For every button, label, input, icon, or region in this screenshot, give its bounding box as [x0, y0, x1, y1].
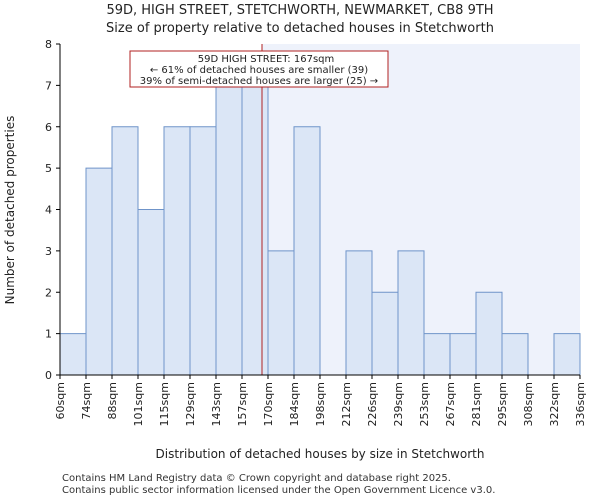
histogram-bar [553, 333, 581, 376]
histogram-bar [163, 126, 191, 376]
x-tick-label: 281sqm [470, 382, 483, 426]
histogram-bar [475, 291, 503, 376]
x-tick-label: 74sqm [80, 382, 93, 419]
x-tick-label: 143sqm [210, 382, 223, 426]
histogram-bar [423, 333, 451, 376]
histogram-bar [371, 291, 399, 376]
histogram-bar [85, 167, 113, 376]
y-tick-label: 3 [45, 245, 52, 258]
histogram-bar [215, 84, 243, 376]
chart-title-address: 59D, HIGH STREET, STETCHWORTH, NEWMARKET… [106, 3, 494, 18]
x-tick-label: 115sqm [158, 382, 171, 426]
histogram-bar [267, 250, 295, 376]
histogram-bar [59, 333, 87, 376]
histogram-bar [189, 126, 217, 376]
y-tick-label: 4 [45, 204, 52, 217]
histogram-bar [111, 126, 139, 376]
y-tick-label: 8 [45, 38, 52, 51]
y-axis-label: Number of detached properties [3, 116, 17, 305]
histogram-bar [241, 84, 269, 376]
x-tick-label: 170sqm [262, 382, 275, 426]
histogram-bar [501, 333, 529, 376]
x-tick-label: 239sqm [392, 382, 405, 426]
annotation-line-1: 59D HIGH STREET: 167sqm [198, 54, 335, 65]
x-tick-label: 88sqm [106, 382, 119, 419]
histogram-bar [293, 126, 321, 376]
x-tick-label: 253sqm [418, 382, 431, 426]
x-tick-label: 336sqm [574, 382, 587, 426]
histogram-bar [449, 333, 477, 376]
x-tick-label: 184sqm [288, 382, 301, 426]
y-tick-label: 7 [45, 79, 52, 92]
x-tick-label: 198sqm [314, 382, 327, 426]
y-tick-label: 1 [45, 328, 52, 341]
x-axis-label: Distribution of detached houses by size … [156, 447, 485, 461]
histogram-bar [345, 250, 373, 376]
x-tick-label: 267sqm [444, 382, 457, 426]
x-tick-label: 322sqm [548, 382, 561, 426]
x-tick-label: 129sqm [184, 382, 197, 426]
histogram-bar [137, 209, 165, 376]
x-tick-label: 157sqm [236, 382, 249, 426]
x-tick-label: 101sqm [132, 382, 145, 426]
chart-subtitle: Size of property relative to detached ho… [106, 21, 494, 36]
x-tick-label: 226sqm [366, 382, 379, 426]
footer-copyright: Contains HM Land Registry data © Crown c… [62, 473, 451, 484]
x-tick-label: 308sqm [522, 382, 535, 426]
y-tick-label: 0 [45, 369, 52, 382]
x-tick-label: 295sqm [496, 382, 509, 426]
y-tick-label: 5 [45, 162, 52, 175]
annotation-line-3: 39% of semi-detached houses are larger (… [140, 76, 378, 87]
x-tick-label: 60sqm [54, 382, 67, 419]
y-tick-label: 6 [45, 121, 52, 134]
histogram-bar [397, 250, 425, 376]
property-annotation: 59D HIGH STREET: 167sqm ← 61% of detache… [129, 50, 389, 88]
annotation-line-2: ← 61% of detached houses are smaller (39… [150, 65, 368, 76]
x-tick-label: 212sqm [340, 382, 353, 426]
y-tick-label: 2 [45, 286, 52, 299]
footer-licence: Contains public sector information licen… [62, 485, 496, 496]
